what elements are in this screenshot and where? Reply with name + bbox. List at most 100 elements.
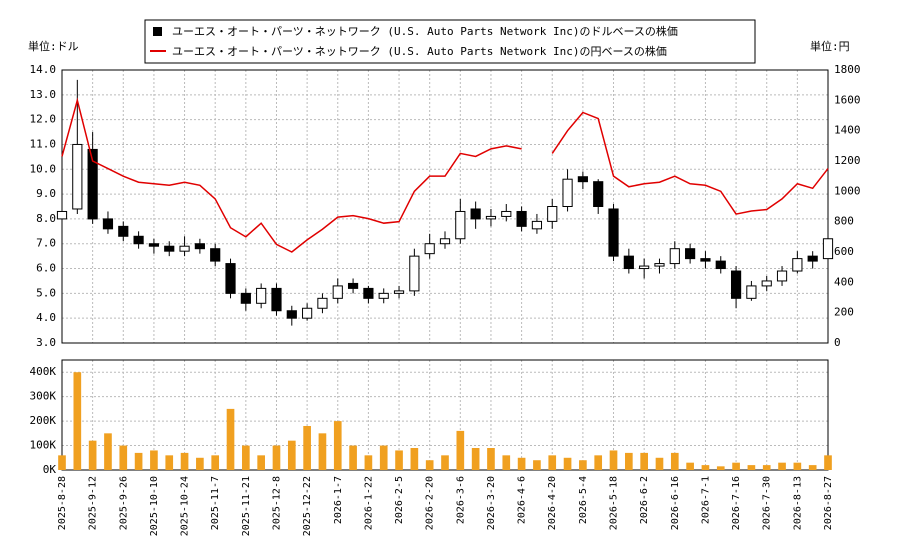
candle-body (72, 143, 83, 210)
volume-bar (808, 465, 817, 470)
y-tick-label: 200K (30, 414, 57, 427)
volume-bar (349, 445, 357, 470)
candle-body (685, 248, 696, 260)
candle-body (516, 210, 527, 227)
legend-box (144, 19, 756, 64)
candle-body (776, 270, 788, 282)
candle-body (332, 285, 343, 299)
volume-bar (242, 445, 250, 470)
y2-tick-label: 1200 (834, 154, 861, 167)
candle-body (531, 220, 543, 230)
volume-bar (180, 452, 189, 470)
candle-body (807, 255, 818, 262)
legend-swatch (153, 27, 162, 36)
volume-bar (395, 450, 403, 470)
candle-body (148, 243, 160, 247)
legend-label: ユーエス・オート・パーツ・ネットワーク (U.S. Auto Parts Net… (172, 24, 678, 38)
x-tick-label: 2026-5-18 (609, 476, 620, 530)
x-tick-label: 2025-11-7 (210, 476, 221, 530)
volume-bar (579, 460, 587, 470)
volume-bar (165, 455, 174, 470)
volume-bar (793, 462, 802, 470)
volume-bar (456, 430, 465, 470)
y2-tick-label: 0 (834, 336, 841, 349)
volume-bar (625, 452, 633, 470)
volume-bar (303, 426, 311, 470)
y2-tick-label: 1800 (834, 63, 861, 76)
candle-body (286, 310, 297, 319)
y2-unit-label: 単位:円 (810, 39, 850, 53)
plot-frame (61, 69, 829, 344)
x-tick-label: 2026-3-6 (455, 476, 466, 524)
x-tick-label: 2025-10-10 (149, 476, 160, 536)
candle-body (317, 297, 328, 309)
volume-bar (533, 460, 541, 470)
candle-body (501, 210, 512, 217)
candle-body (547, 206, 558, 222)
volume-bar (58, 455, 66, 470)
candle-body (409, 255, 420, 292)
candle-body (133, 235, 144, 245)
x-tick-label: 2025-9-12 (88, 476, 99, 530)
volume-bar (272, 445, 281, 470)
volume-bar (104, 433, 112, 470)
volume-bar (364, 455, 373, 470)
candle-body (577, 176, 588, 183)
candle-body (118, 225, 129, 237)
y-tick-label: 5.0 (36, 286, 56, 299)
volume-bar (73, 372, 82, 470)
candle-body (393, 290, 405, 294)
volume-bar (655, 457, 664, 470)
candle-body (730, 270, 742, 299)
candle-body (700, 258, 711, 262)
candle-body (347, 282, 359, 289)
x-tick-label: 2026-8-27 (823, 476, 834, 530)
y-tick-label: 400K (30, 365, 57, 378)
volume-bar (226, 408, 235, 470)
candle-body (240, 292, 251, 304)
x-tick-label: 2026-8-13 (792, 476, 803, 530)
volume-bar (640, 452, 648, 470)
candle-body (623, 255, 634, 270)
candle-body (102, 218, 114, 230)
volume-bar (119, 445, 128, 470)
volume-bar (686, 462, 694, 470)
volume-bar (670, 452, 679, 470)
volume-bar (425, 460, 434, 470)
candle-body (210, 248, 221, 262)
candle-body (715, 260, 726, 270)
x-tick-label: 2026-4-6 (517, 476, 528, 524)
volume-bar (410, 448, 419, 470)
volume-bar (502, 455, 511, 470)
candle-body (669, 248, 680, 265)
volume-bar (211, 455, 220, 470)
candle-body (56, 210, 68, 220)
volume-bar (471, 448, 480, 470)
y2-tick-label: 800 (834, 215, 854, 228)
candle-body (179, 245, 190, 252)
y-tick-label: 10.0 (30, 162, 57, 175)
x-tick-label: 2026-4-20 (547, 476, 558, 530)
y-tick-label: 100K (30, 439, 57, 452)
x-tick-label: 2025-11-21 (241, 476, 252, 536)
x-tick-label: 2026-1-22 (363, 476, 374, 530)
x-tick-label: 2026-7-1 (700, 476, 711, 524)
y-tick-label: 6.0 (36, 262, 56, 275)
x-tick-label: 2025-8-28 (57, 476, 68, 530)
candle-body (256, 287, 267, 304)
x-tick-label: 2026-7-16 (731, 476, 742, 530)
x-tick-label: 2026-5-4 (578, 476, 589, 524)
y-tick-label: 0K (43, 463, 57, 476)
x-tick-label: 2026-6-16 (670, 476, 681, 530)
price-line (61, 97, 829, 253)
candle-body (378, 292, 389, 299)
candle-body (302, 307, 313, 319)
candle-body (363, 287, 374, 299)
candle-body (485, 215, 497, 220)
volume-bar (609, 450, 618, 470)
x-tick-label: 2026-1-7 (333, 476, 344, 524)
volume-bar (716, 466, 725, 470)
candle-body (470, 208, 481, 220)
candle-body (225, 263, 236, 294)
y-unit-label: 単位:ドル (28, 39, 79, 53)
